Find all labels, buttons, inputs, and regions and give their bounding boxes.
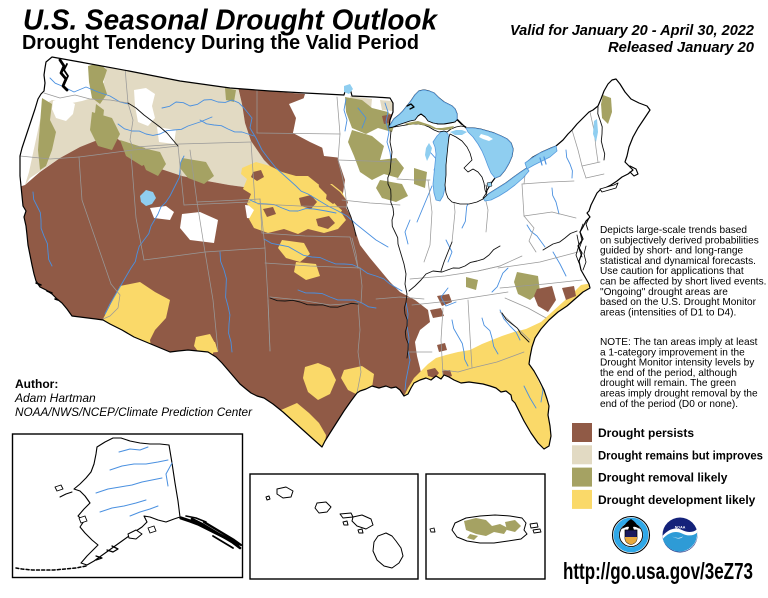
svg-text:Drought Tendency During the Va: Drought Tendency During the Valid Period (22, 31, 419, 54)
svg-text:can be affected by short lived: can be affected by short lived events. (600, 277, 766, 288)
svg-text:Adam Hartman: Adam Hartman (14, 391, 96, 405)
svg-text:on subjectively derived probab: on subjectively derived probabilities (600, 235, 759, 246)
svg-text:Drought removal likely: Drought removal likely (598, 471, 728, 485)
svg-text:Released January 20: Released January 20 (608, 40, 754, 56)
svg-text:areas imply drought removal by: areas imply drought removal by the (600, 389, 758, 400)
svg-text:Drought development likely: Drought development likely (598, 493, 756, 507)
svg-text:drought will remain. The green: drought will remain. The green (600, 378, 736, 389)
svg-text:end of the period (D0 or none): end of the period (D0 or none). (600, 399, 738, 410)
svg-text:Valid for January 20 - April 3: Valid for January 20 - April 30, 2022 (510, 23, 754, 39)
svg-text:Drought Monitor intensity leve: Drought Monitor intensity levels by (600, 358, 755, 369)
svg-text:Depicts large-scale trends bas: Depicts large-scale trends based (600, 225, 747, 236)
svg-text:areas (intensities of D1 to D4: areas (intensities of D1 to D4). (600, 307, 736, 318)
svg-text:guided by short- and long-rang: guided by short- and long-range (600, 246, 743, 257)
svg-text:http://go.usa.gov/3eZ73: http://go.usa.gov/3eZ73 (563, 558, 753, 584)
svg-text:NOAA/NWS/NCEP/Climate Predicti: NOAA/NWS/NCEP/Climate Prediction Center (15, 405, 253, 419)
svg-text:U.S. Seasonal Drought Outlook: U.S. Seasonal Drought Outlook (23, 5, 439, 37)
svg-text:NOAA: NOAA (675, 526, 686, 530)
svg-text:Use caution for applications t: Use caution for applications that (600, 266, 744, 277)
svg-text:Author:: Author: (15, 377, 58, 391)
svg-text:statistical and dynamical fore: statistical and dynamical forecasts. (600, 256, 756, 267)
svg-text:based on the U.S. Drought Moni: based on the U.S. Drought Monitor (600, 297, 757, 308)
svg-text:"Ongoing" drought areas are: "Ongoing" drought areas are (600, 287, 728, 298)
svg-text:a 1-category improvement in th: a 1-category improvement in the (600, 347, 745, 358)
svg-text:NOTE: The tan areas imply at l: NOTE: The tan areas imply at least (600, 337, 758, 348)
svg-text:Drought persists: Drought persists (598, 426, 694, 440)
svg-text:the end of the period, althoug: the end of the period, although (600, 368, 737, 379)
svg-text:Drought remains but improves: Drought remains but improves (598, 448, 763, 462)
